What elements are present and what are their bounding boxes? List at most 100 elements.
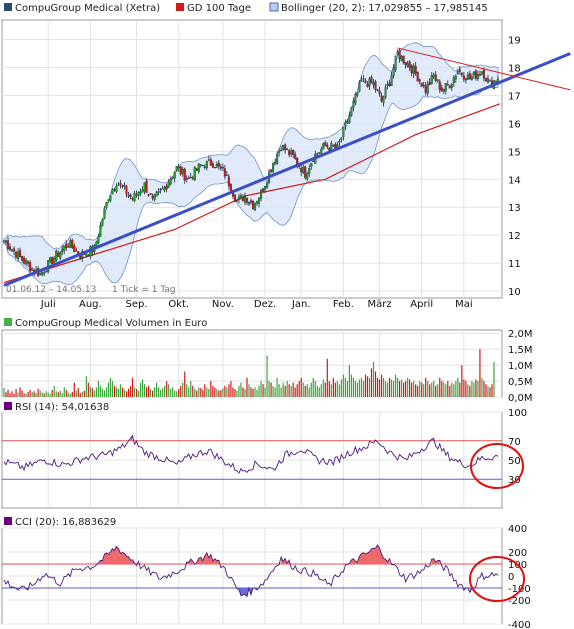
volume-bar bbox=[143, 384, 146, 397]
candle-body bbox=[23, 258, 26, 264]
candle-body bbox=[99, 225, 102, 237]
candle-body bbox=[141, 189, 144, 193]
candle-body bbox=[235, 200, 238, 202]
candle-body bbox=[422, 84, 425, 86]
volume-bar bbox=[403, 382, 405, 397]
candle-body bbox=[362, 78, 365, 80]
volume-bar bbox=[256, 389, 258, 397]
volume-bar bbox=[47, 392, 49, 397]
candle-body bbox=[167, 182, 170, 188]
candle-body bbox=[217, 162, 220, 167]
volume-bar bbox=[312, 377, 314, 397]
volume-bar bbox=[266, 355, 268, 397]
volume-bar bbox=[376, 377, 379, 397]
volume-bar bbox=[180, 385, 182, 397]
cci-legend-label: CCI (20): 16,883629 bbox=[15, 517, 116, 528]
candle-body bbox=[207, 159, 210, 161]
volume-bar bbox=[447, 381, 449, 397]
volume-y-axis: 0,0M 0,5M 1,0M 1,5M 2,0M bbox=[508, 329, 533, 404]
volume-bar bbox=[455, 381, 457, 397]
candle-body bbox=[63, 245, 66, 251]
cci-panel: CCI (20): 16,883629 -400-200-10001002004… bbox=[1, 517, 531, 629]
candle-body bbox=[266, 182, 269, 189]
volume-bar bbox=[182, 382, 184, 397]
candle-body bbox=[346, 121, 349, 124]
volume-bar bbox=[248, 384, 250, 397]
volume-bar bbox=[421, 382, 423, 397]
rsi-highlight-circle bbox=[470, 443, 524, 489]
volume-bar bbox=[93, 390, 95, 397]
candle-body bbox=[123, 185, 126, 187]
rsi-panel: RSI (14): 54,01638 30 50 70 100 bbox=[1, 402, 527, 509]
volume-bar bbox=[304, 385, 306, 397]
volume-bar bbox=[194, 389, 196, 397]
candle-body bbox=[366, 83, 369, 88]
price-tick-label: 11 bbox=[508, 259, 521, 270]
candle-body bbox=[175, 166, 178, 171]
volume-bar bbox=[274, 387, 276, 397]
volume-bar bbox=[268, 381, 270, 397]
candle-body bbox=[131, 198, 134, 200]
volume-bar bbox=[451, 382, 453, 397]
volume-bar bbox=[334, 382, 336, 397]
volume-bar bbox=[427, 381, 429, 397]
candle-body bbox=[115, 186, 118, 192]
volume-bar bbox=[218, 390, 220, 397]
candle-body bbox=[432, 74, 435, 78]
volume-bar bbox=[246, 377, 248, 397]
volume-bar bbox=[103, 390, 106, 397]
candle-body bbox=[448, 85, 451, 89]
volume-bar bbox=[471, 381, 473, 397]
price-tick-label: 14 bbox=[508, 175, 521, 186]
volume-bar bbox=[244, 389, 246, 397]
volume-bar bbox=[372, 361, 375, 397]
volume-bar bbox=[449, 385, 451, 397]
resistance-trendline bbox=[397, 47, 571, 91]
price-tick-label: 17 bbox=[508, 91, 521, 102]
volume-bar bbox=[368, 377, 371, 397]
candle-body bbox=[434, 74, 437, 81]
volume-bar bbox=[176, 391, 178, 397]
candle-body bbox=[65, 243, 68, 248]
volume-bar bbox=[278, 384, 280, 397]
candle-body bbox=[119, 182, 122, 185]
candle-body bbox=[12, 248, 16, 252]
volume-bar bbox=[129, 386, 132, 397]
volume-bar bbox=[192, 385, 194, 397]
volume-bar bbox=[356, 382, 359, 397]
candle-body bbox=[482, 69, 485, 79]
volume-panel: CompuGroup Medical Volumen in Euro 0,0M0… bbox=[1, 318, 533, 404]
volume-bar bbox=[83, 390, 85, 397]
candle-body bbox=[71, 239, 74, 248]
candle-body bbox=[251, 201, 255, 209]
volume-bar bbox=[101, 389, 103, 397]
volume-legend-label: CompuGroup Medical Volumen in Euro bbox=[15, 318, 207, 329]
price-legend: CompuGroup Medical (Xetra) GD 100 Tage B… bbox=[4, 2, 488, 14]
volume-bar bbox=[270, 382, 272, 397]
volume-bar bbox=[89, 386, 91, 397]
volume-bar bbox=[39, 390, 41, 397]
volume-bar bbox=[154, 387, 156, 397]
candle-body bbox=[135, 194, 138, 196]
volume-bar bbox=[65, 389, 67, 397]
volume-bar bbox=[75, 390, 77, 397]
volume-bar bbox=[419, 381, 421, 397]
candle-body bbox=[261, 188, 265, 192]
volume-bar bbox=[324, 382, 326, 397]
price-tick-label: 10 bbox=[508, 287, 521, 298]
volume-bar bbox=[33, 391, 35, 397]
volume-bar bbox=[411, 382, 413, 397]
candle-body bbox=[464, 78, 467, 81]
candle-body bbox=[53, 257, 56, 264]
osc-tick-label: 100 bbox=[508, 408, 527, 419]
volume-tick-label: 0,5M bbox=[508, 377, 533, 388]
volume-bar bbox=[9, 393, 11, 397]
volume-bar bbox=[382, 377, 385, 397]
volume-bar bbox=[25, 393, 27, 397]
volume-bar bbox=[85, 376, 87, 397]
candle-body bbox=[8, 246, 12, 250]
candle-body bbox=[247, 202, 251, 205]
volume-bar bbox=[27, 391, 29, 397]
osc-tick-label: -200 bbox=[508, 596, 531, 607]
candle-body bbox=[326, 145, 329, 148]
